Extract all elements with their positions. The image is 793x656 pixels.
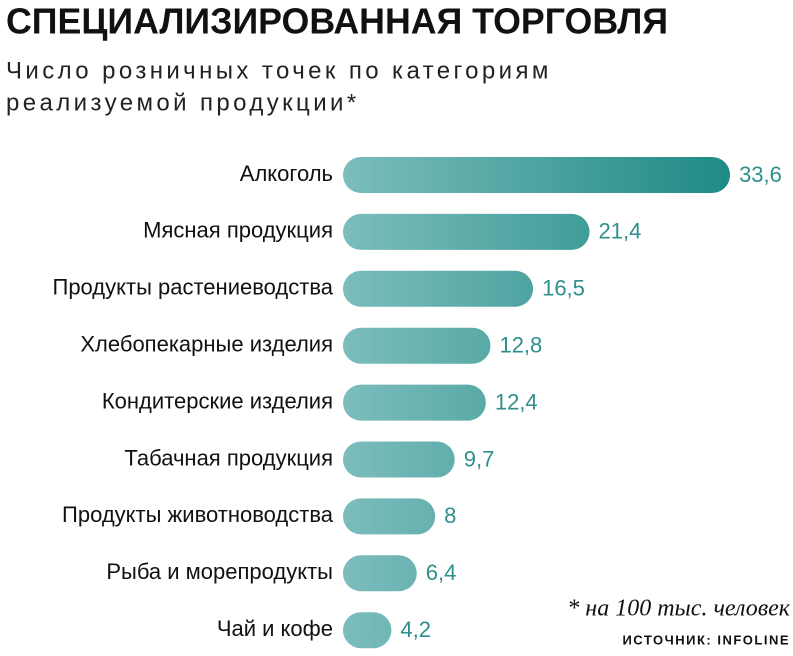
category-label: Мясная продукция [143, 218, 333, 243]
subtitle: Число розничных точек по категориям [6, 57, 552, 84]
bar [343, 384, 486, 421]
category-label: Хлебопекарные изделия [80, 332, 333, 357]
value-label: 4,2 [400, 617, 431, 642]
note: * на 100 тыс. человек [567, 596, 790, 622]
bar [343, 270, 534, 307]
value-label: 9,7 [464, 446, 495, 471]
bar [343, 441, 455, 478]
value-label: 16,5 [542, 276, 585, 301]
bar [343, 327, 491, 364]
source: ИСТОЧНИК: INFOLINE [622, 632, 790, 647]
category-label: Табачная продукция [124, 445, 333, 470]
value-label: 6,4 [426, 560, 457, 585]
category-label: Кондитерские изделия [102, 388, 333, 413]
category-label: Продукты растениеводства [53, 275, 334, 300]
bar [343, 555, 417, 592]
bar [343, 157, 731, 193]
chart-title: СПЕЦИАЛИЗИРОВАННАЯ ТОРГОВЛЯ [6, 1, 668, 42]
value-label: 12,8 [499, 333, 542, 358]
category-label: Рыба и морепродукты [106, 559, 333, 584]
subtitle: реализуемой продукции* [6, 89, 360, 116]
bar [343, 213, 590, 250]
category-label: Алкоголь [240, 161, 333, 186]
value-label: 12,4 [495, 389, 538, 414]
bar [343, 612, 392, 649]
category-label: Продукты животноводства [62, 502, 334, 527]
value-label: 33,6 [739, 162, 782, 187]
bar [343, 498, 436, 535]
value-label: 8 [444, 503, 456, 528]
category-label: Чай и кофе [217, 616, 333, 641]
value-label: 21,4 [599, 219, 642, 244]
